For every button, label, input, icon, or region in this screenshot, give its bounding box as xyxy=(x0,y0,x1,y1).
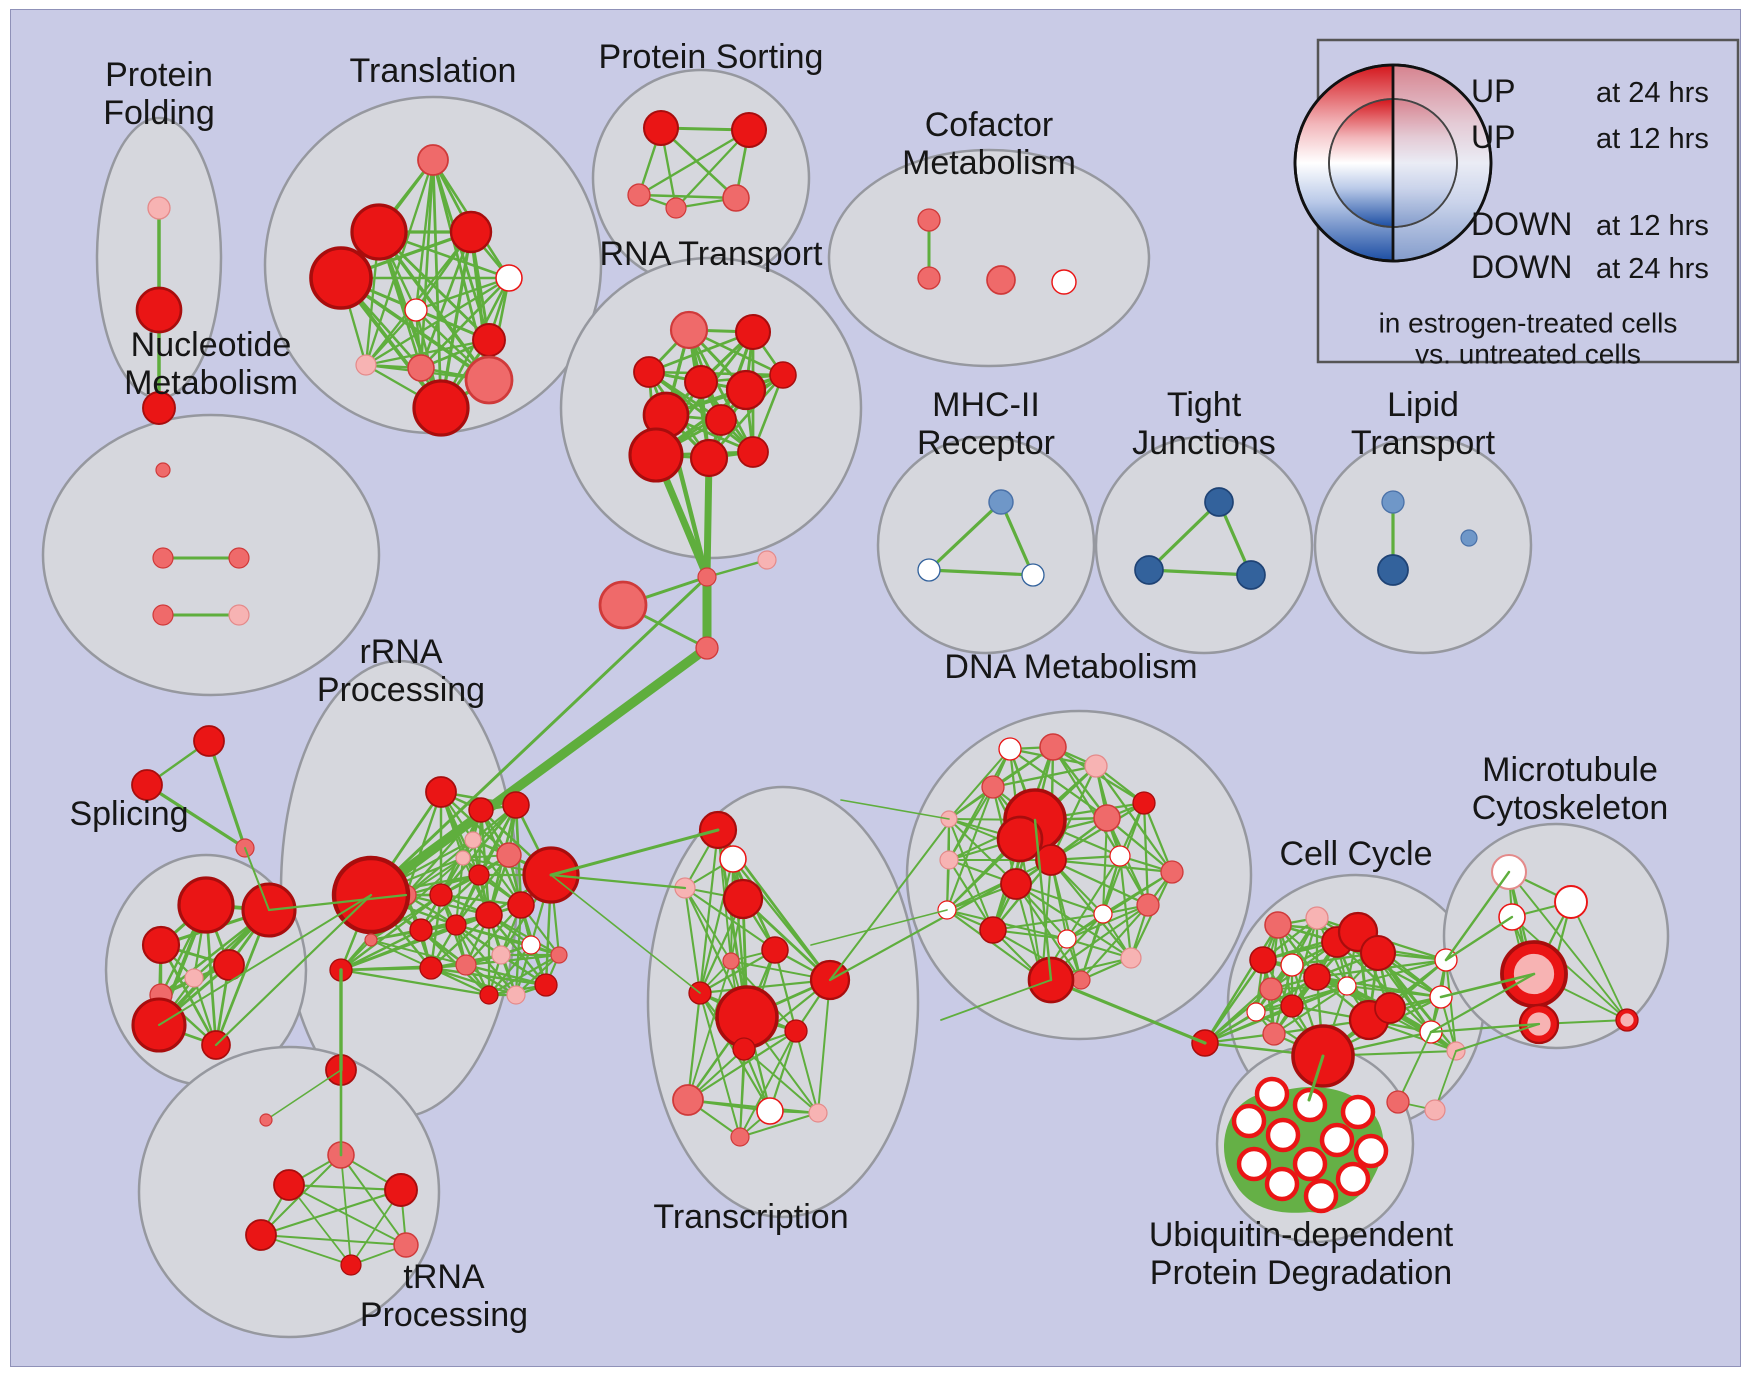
svg-text:at 24 hrs: at 24 hrs xyxy=(1596,77,1709,109)
svg-text:Protein Degradation: Protein Degradation xyxy=(1150,1254,1452,1292)
svg-text:tRNA: tRNA xyxy=(403,1258,485,1296)
svg-text:Processing: Processing xyxy=(360,1296,528,1334)
svg-text:at 12 hrs: at 12 hrs xyxy=(1596,123,1709,155)
svg-text:Protein: Protein xyxy=(105,56,213,94)
svg-text:Folding: Folding xyxy=(103,94,215,132)
svg-text:rRNA: rRNA xyxy=(359,633,442,671)
svg-text:Cytoskeleton: Cytoskeleton xyxy=(1472,789,1669,827)
svg-text:DNA Metabolism: DNA Metabolism xyxy=(944,648,1197,686)
svg-text:MHC-II: MHC-II xyxy=(932,386,1040,424)
svg-text:UP: UP xyxy=(1471,119,1515,155)
svg-text:Translation: Translation xyxy=(350,52,517,90)
svg-text:Processing: Processing xyxy=(317,671,485,709)
svg-text:RNA Transport: RNA Transport xyxy=(600,235,824,273)
svg-text:Junctions: Junctions xyxy=(1132,424,1276,462)
svg-text:Receptor: Receptor xyxy=(917,424,1055,462)
svg-text:vs. untreated cells: vs. untreated cells xyxy=(1415,339,1641,370)
svg-text:Cofactor: Cofactor xyxy=(925,106,1054,144)
svg-text:at 24 hrs: at 24 hrs xyxy=(1596,253,1709,285)
svg-text:Splicing: Splicing xyxy=(69,795,188,833)
svg-text:DOWN: DOWN xyxy=(1471,206,1572,242)
svg-text:in estrogen-treated cells: in estrogen-treated cells xyxy=(1379,307,1678,338)
svg-text:DOWN: DOWN xyxy=(1471,249,1572,285)
svg-text:Microtubule: Microtubule xyxy=(1482,751,1658,789)
svg-text:Metabolism: Metabolism xyxy=(902,144,1076,182)
svg-text:Tight: Tight xyxy=(1167,386,1242,424)
svg-text:Metabolism: Metabolism xyxy=(124,364,298,402)
svg-text:Nucleotide: Nucleotide xyxy=(131,326,292,364)
svg-text:UP: UP xyxy=(1471,73,1515,109)
svg-text:Transport: Transport xyxy=(1351,424,1496,462)
svg-text:Ubiquitin-dependent: Ubiquitin-dependent xyxy=(1149,1216,1454,1254)
svg-text:Cell Cycle: Cell Cycle xyxy=(1279,835,1432,873)
svg-text:Protein Sorting: Protein Sorting xyxy=(599,38,824,76)
svg-text:Transcription: Transcription xyxy=(653,1198,848,1236)
svg-text:Lipid: Lipid xyxy=(1387,386,1459,424)
svg-text:at 12 hrs: at 12 hrs xyxy=(1596,210,1709,242)
